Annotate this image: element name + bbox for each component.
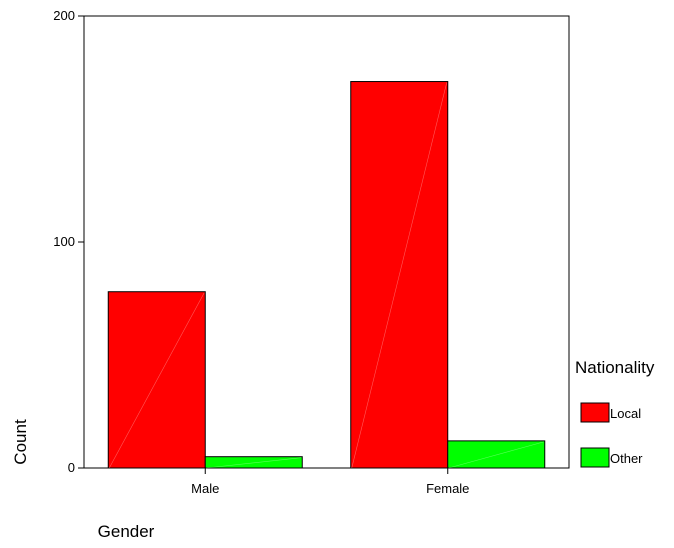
bar-shade-local-female	[351, 82, 448, 469]
y-tick-label-2: 200	[53, 8, 75, 23]
legend-title: Nationality	[575, 358, 655, 377]
x-axis-title: Gender	[98, 522, 155, 541]
x-axis: Male Female	[191, 468, 469, 496]
bar-shade-local-male	[108, 292, 205, 469]
bar-local-female	[350, 81, 449, 469]
y-tick-label-1: 100	[53, 234, 75, 249]
bars	[107, 81, 546, 469]
y-axis-title: Count	[11, 419, 30, 465]
bar-local-male	[107, 291, 206, 469]
legend-swatch-other	[580, 447, 610, 468]
bar-shade-other-male	[206, 457, 302, 469]
legend-label-local: Local	[610, 406, 641, 421]
bar-other-female	[447, 440, 546, 469]
y-axis: 0 100 200	[53, 8, 84, 475]
x-tick-label-female: Female	[426, 481, 469, 496]
bar-shade-other-female	[448, 441, 544, 469]
legend-label-other: Other	[610, 451, 643, 466]
legend-swatch-local	[580, 402, 610, 423]
bar-other-male	[204, 456, 303, 469]
y-tick-label-0: 0	[68, 460, 75, 475]
legend: Local Other	[580, 402, 643, 468]
x-tick-label-male: Male	[191, 481, 219, 496]
